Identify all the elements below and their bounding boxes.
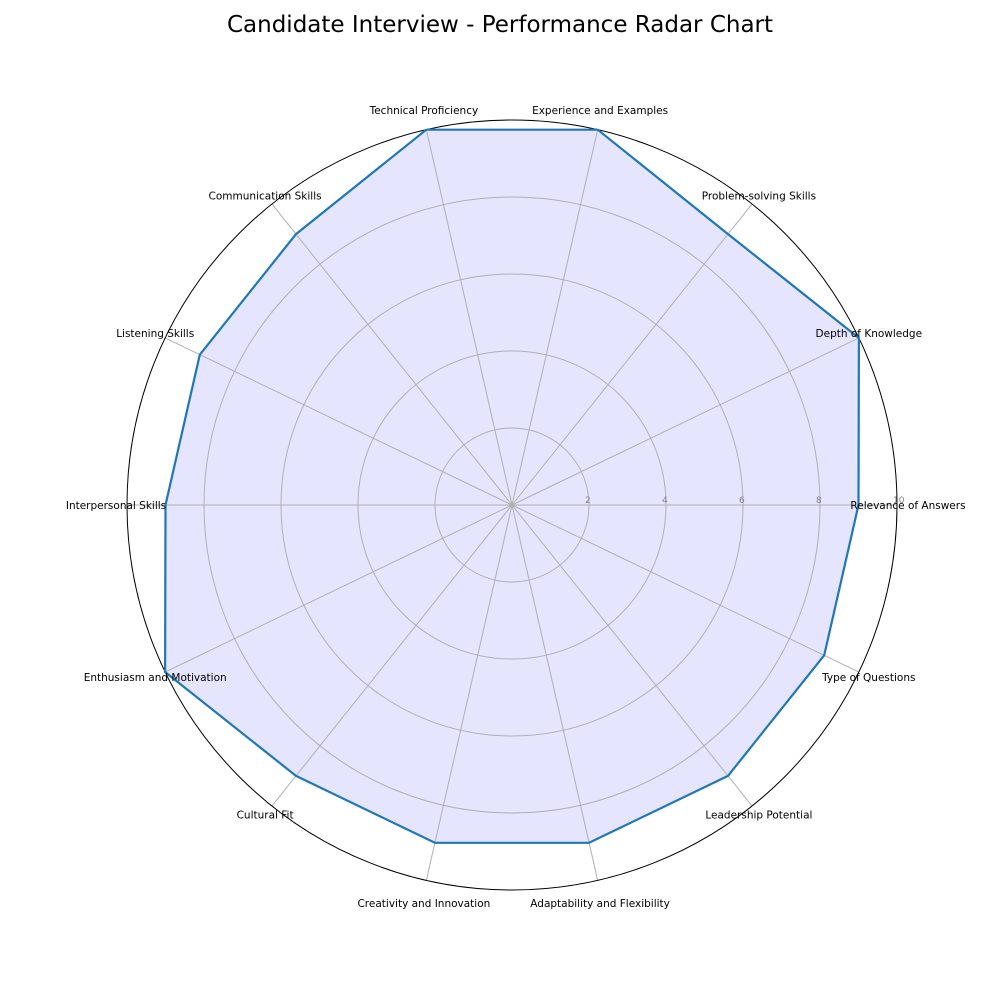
category-label: Type of Questions <box>821 672 915 684</box>
category-label: Adaptability and Flexibility <box>530 898 670 910</box>
category-label: Listening Skills <box>116 328 194 340</box>
category-label: Communication Skills <box>209 190 322 202</box>
spoke-2 <box>511 203 753 506</box>
spoke-10 <box>425 504 513 881</box>
category-label: Relevance of Answers <box>850 500 965 512</box>
spoke-4 <box>425 129 513 506</box>
category-label: Cultural Fit <box>237 810 294 822</box>
category-label: Leadership Potential <box>705 810 812 822</box>
radar-series-line <box>164 128 861 844</box>
spoke-11 <box>511 504 599 881</box>
category-label: Creativity and Innovation <box>357 898 490 910</box>
spoke-1 <box>511 337 860 506</box>
radar-area-fill <box>165 129 859 843</box>
r-tick-label: 8 <box>816 496 822 506</box>
spoke-13 <box>511 504 860 673</box>
category-label: Enthusiasm and Motivation <box>84 672 227 684</box>
r-tick-label: 4 <box>662 496 668 506</box>
category-label: Interpersonal Skills <box>66 500 166 512</box>
spoke-12 <box>511 504 753 807</box>
category-label: Depth of Knowledge <box>816 328 923 340</box>
spoke-5 <box>271 203 513 506</box>
chart-title: Candidate Interview - Performance Radar … <box>226 12 774 38</box>
category-label: Experience and Examples <box>532 105 668 117</box>
spoke-6 <box>164 337 513 506</box>
spoke-8 <box>164 504 513 673</box>
category-label: Problem-solving Skills <box>702 190 816 202</box>
r-tick-label: 2 <box>585 496 591 506</box>
spoke-3 <box>511 129 599 506</box>
spoke-9 <box>271 504 513 807</box>
radar-frame <box>126 119 898 891</box>
r-tick-label: 10 <box>893 496 905 506</box>
category-label: Technical Proficiency <box>369 105 479 117</box>
r-tick-label: 6 <box>739 496 745 506</box>
